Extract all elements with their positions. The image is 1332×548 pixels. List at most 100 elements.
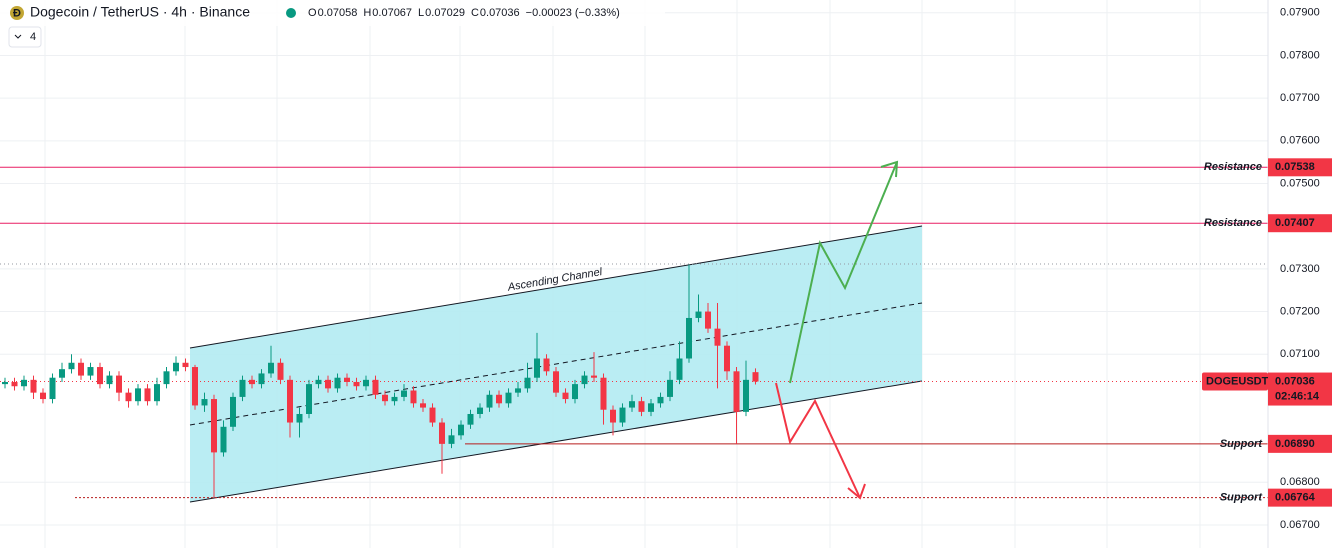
candle-body xyxy=(477,407,483,414)
candle-body xyxy=(21,379,27,387)
legend-key: O xyxy=(308,7,317,19)
legend-value: 0.07029 xyxy=(425,7,465,19)
candle-body xyxy=(201,399,208,406)
status-dot xyxy=(286,8,296,18)
candle-body xyxy=(486,394,493,408)
candle-body xyxy=(562,392,569,400)
legend-value: 0.07058 xyxy=(318,7,358,19)
candle-body xyxy=(524,377,531,389)
y-tick-label: 0.07600 xyxy=(1280,135,1320,147)
last-price-name: DOGEUSDT xyxy=(1206,375,1269,387)
last-price-value: 0.07036 xyxy=(1275,375,1315,387)
candle-body xyxy=(306,384,312,414)
candle-body xyxy=(144,388,151,402)
level-value: 0.06890 xyxy=(1275,438,1315,450)
candle-body xyxy=(49,377,56,400)
candle-body xyxy=(733,371,740,412)
candle-body xyxy=(610,409,616,423)
candle-body xyxy=(154,384,160,402)
y-tick-label: 0.06700 xyxy=(1280,519,1320,531)
indicator-toggle[interactable] xyxy=(8,26,42,48)
candle-body xyxy=(410,390,417,404)
candle-body xyxy=(182,362,189,368)
candle-body xyxy=(391,396,398,402)
y-tick-label: 0.07500 xyxy=(1280,177,1320,189)
candle-body xyxy=(258,373,265,385)
candle-body xyxy=(249,379,255,385)
candle-body xyxy=(752,372,759,382)
candle-body xyxy=(2,381,8,385)
candle-body xyxy=(277,362,284,380)
legend-value: 0.07067 xyxy=(372,7,412,19)
candle-body xyxy=(714,328,721,346)
candle-body xyxy=(220,426,227,453)
candle-body xyxy=(648,403,654,412)
candle-body xyxy=(353,381,360,387)
candle-body xyxy=(40,392,46,400)
candle-body xyxy=(59,369,65,378)
bull-arrow-head xyxy=(880,160,899,178)
candle-body xyxy=(97,367,103,385)
legend-key: L xyxy=(418,7,424,19)
y-axis: 0.07900 0.07800 0.07700 0.07600 0.07500 0.073… xyxy=(1280,7,1320,531)
channel-bottom xyxy=(189,380,923,503)
level-value: 0.07538 xyxy=(1275,161,1315,173)
legend-key: H xyxy=(363,7,371,19)
candle-body xyxy=(230,396,236,427)
candle-body xyxy=(372,379,379,395)
level-name: Support xyxy=(1220,438,1263,450)
candle-body xyxy=(125,392,132,402)
candle-body xyxy=(695,311,702,318)
candle-body xyxy=(363,379,369,387)
ohlc-legend: O 0.07058 H 0.07067 L 0.07029 C 0.07036 −0.00023… xyxy=(308,7,620,19)
candle-body xyxy=(657,396,664,404)
level-value: 0.06764 xyxy=(1275,492,1316,504)
candle-body xyxy=(68,362,75,370)
candle-body xyxy=(553,371,559,393)
countdown: 02:46:14 xyxy=(1275,390,1320,402)
candle-body xyxy=(420,403,426,408)
candle-body xyxy=(600,377,607,410)
channel-mid xyxy=(189,302,923,426)
candle-body xyxy=(572,384,578,400)
y-tick-label: 0.06800 xyxy=(1280,476,1320,488)
level-tag xyxy=(1268,214,1332,233)
y-tick-label: 0.07300 xyxy=(1280,263,1320,275)
candle-body xyxy=(296,413,303,423)
candle-body xyxy=(268,362,274,374)
candle-body xyxy=(11,381,18,387)
legend-key: C xyxy=(471,7,479,19)
y-tick-label: 0.07700 xyxy=(1280,92,1320,104)
coin-icon-glyph: Ð xyxy=(13,7,21,19)
candle-body xyxy=(325,379,331,389)
candle-body xyxy=(106,375,113,385)
candle-body xyxy=(638,401,645,412)
header-bg xyxy=(0,0,665,26)
y-tick-label: 0.07900 xyxy=(1280,7,1320,19)
candle-body xyxy=(239,379,246,397)
symbol-title[interactable]: Dogecoin / TetherUS · 4h · Binance xyxy=(30,4,250,20)
legend-change: −0.00023 (−0.33%) xyxy=(526,7,620,19)
candle-body xyxy=(439,422,445,444)
candle-body xyxy=(496,394,502,404)
candle-body xyxy=(135,388,141,402)
legend-value: 0.07036 xyxy=(480,7,520,19)
levels xyxy=(0,166,1268,499)
candle-body xyxy=(724,345,730,372)
level-tag xyxy=(1268,434,1332,453)
candle-body xyxy=(705,311,711,329)
candle-body xyxy=(287,379,293,423)
y-tick-label: 0.07100 xyxy=(1280,348,1320,360)
candle-body xyxy=(467,413,474,425)
candle-body xyxy=(334,377,341,389)
indicator-count[interactable]: 4 xyxy=(30,31,36,43)
level-value: 0.07407 xyxy=(1275,217,1315,229)
price-axis xyxy=(1268,0,1332,548)
candle-body xyxy=(315,379,322,385)
candle-body xyxy=(429,407,436,423)
price-tags: 0.07538 Resistance 0.07407 Resistance 0.0689… xyxy=(1202,158,1332,507)
bear-arrow xyxy=(775,382,861,499)
candle-body xyxy=(534,358,540,378)
candle-body xyxy=(543,358,550,372)
